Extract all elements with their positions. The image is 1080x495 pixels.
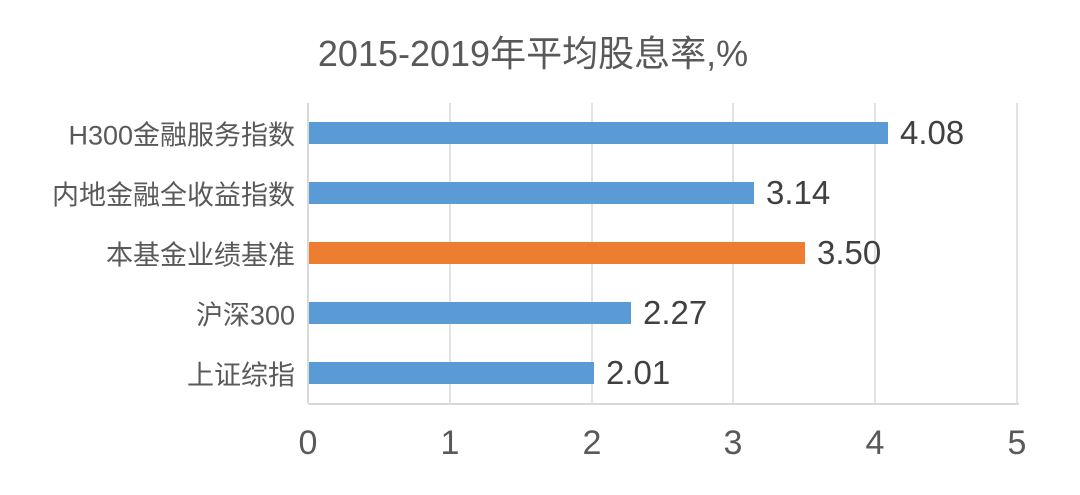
x-axis-tick-label: 2 bbox=[582, 424, 602, 462]
x-axis-tick-label: 3 bbox=[723, 424, 743, 462]
x-axis-tick-label: 1 bbox=[440, 424, 460, 462]
category-label: H300金融服务指数 bbox=[68, 120, 295, 151]
bar-value-label: 3.14 bbox=[766, 174, 831, 211]
category-label: 上证综指 bbox=[187, 360, 295, 391]
x-axis-tick-label: 5 bbox=[1007, 424, 1027, 462]
y-axis-line bbox=[307, 103, 309, 403]
gridline bbox=[874, 103, 876, 403]
chart-title: 2015-2019年平均股息率,% bbox=[317, 33, 749, 74]
x-axis-tick-label: 4 bbox=[865, 424, 885, 462]
bar bbox=[309, 302, 631, 324]
bar bbox=[309, 182, 754, 204]
category-label: 沪深300 bbox=[195, 300, 295, 331]
bar bbox=[309, 362, 594, 384]
gridline bbox=[1016, 103, 1018, 403]
bar-value-label: 2.01 bbox=[606, 354, 671, 391]
bar-value-label: 2.27 bbox=[643, 294, 708, 331]
x-axis-tick-label: 0 bbox=[298, 424, 318, 462]
bar-value-label: 4.08 bbox=[900, 114, 965, 151]
bar bbox=[309, 242, 805, 264]
x-axis-line bbox=[308, 403, 1019, 405]
plot-area: 4.08 3.14 3.50 2.27 2.01 bbox=[307, 103, 1018, 403]
bar-value-label: 3.50 bbox=[817, 234, 882, 271]
category-label: 本基金业绩基准 bbox=[106, 240, 295, 271]
bar bbox=[309, 122, 888, 144]
category-label: 内地金融全收益指数 bbox=[52, 180, 295, 211]
